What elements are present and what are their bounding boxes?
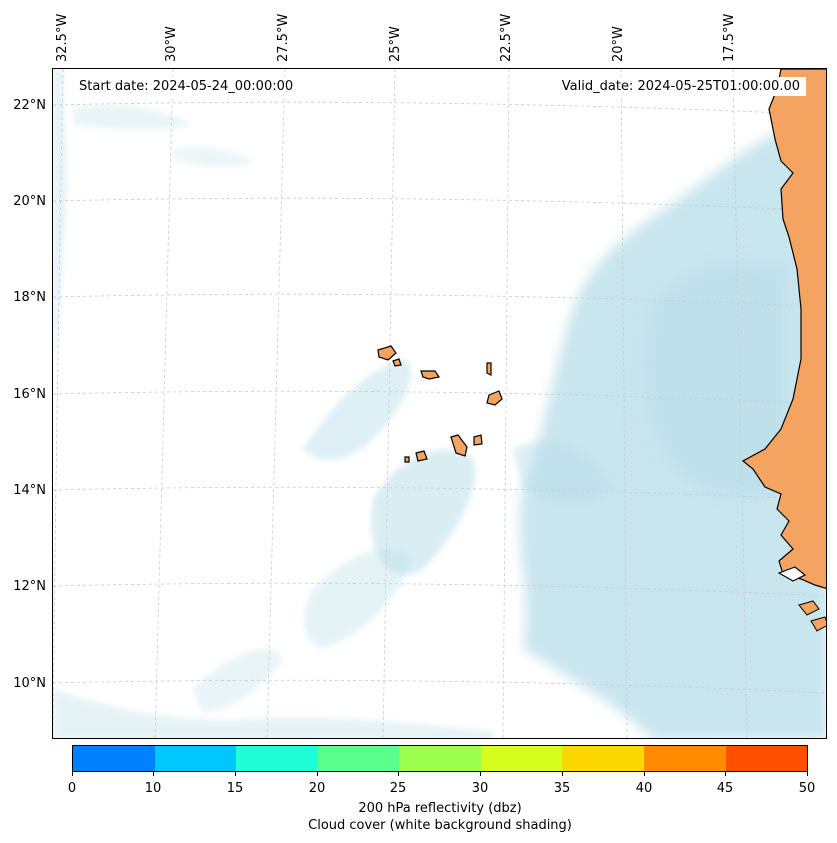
- colorbar-segment-25-30: [399, 746, 481, 771]
- africa-inlet: [777, 566, 807, 582]
- colorbar-segment-30-35: [480, 746, 563, 771]
- colorbar-segment-0-10: [73, 746, 155, 771]
- colorbar-segment-40-45: [643, 746, 726, 771]
- colorbar-label-reflectivity: 200 hPa reflectivity (dbz): [358, 801, 522, 816]
- colorbar-segment-20-25: [317, 746, 400, 771]
- lon-label-32-5w: 32.5°W: [55, 13, 70, 62]
- colorbar-tick-10: 10: [144, 781, 162, 796]
- colorbar-tick-40: 40: [635, 781, 653, 796]
- lon-label-30w: 30°W: [164, 26, 179, 62]
- start-date-label: Start date: 2024-05-24_00:00:00: [73, 77, 300, 96]
- graticule-lines: [53, 69, 826, 738]
- colorbar-tickmark: [235, 772, 236, 776]
- colorbar-tick-25: 25: [389, 781, 407, 796]
- colorbar-tick-35: 35: [553, 781, 571, 796]
- lat-label-14n: 14°N: [13, 483, 46, 498]
- reflectivity-colorbar: [72, 745, 808, 772]
- colorbar-tick-15: 15: [226, 781, 244, 796]
- cape-verde-islands: [377, 345, 503, 463]
- colorbar-tickmark: [562, 772, 563, 776]
- colorbar-tick-20: 20: [308, 781, 326, 796]
- lon-label-20w: 20°W: [611, 26, 626, 62]
- lat-label-12n: 12°N: [13, 579, 46, 594]
- lat-label-22n: 22°N: [13, 98, 46, 113]
- colorbar-tickmark: [644, 772, 645, 776]
- lon-label-27-5w: 27.5°W: [276, 13, 291, 62]
- lat-label-20n: 20°N: [13, 194, 46, 209]
- colorbar-tickmark: [480, 772, 481, 776]
- colorbar-segment-45-50: [725, 746, 808, 771]
- colorbar-label-cloud-cover: Cloud cover (white background shading): [308, 818, 572, 833]
- colorbar-tickmark: [807, 772, 808, 776]
- colorbar-tickmark: [725, 772, 726, 776]
- colorbar-tickmark: [72, 772, 73, 776]
- map-canvas: [53, 69, 826, 738]
- cloud-cover-shading: [53, 69, 826, 738]
- colorbar-tickmark: [317, 772, 318, 776]
- colorbar-tick-50: 50: [798, 781, 816, 796]
- colorbar-tick-45: 45: [716, 781, 734, 796]
- lat-label-10n: 10°N: [13, 676, 46, 691]
- lon-label-17-5w: 17.5°W: [722, 13, 737, 62]
- lat-label-18n: 18°N: [13, 290, 46, 305]
- colorbar-segment-35-40: [562, 746, 644, 771]
- lat-label-16n: 16°N: [13, 387, 46, 402]
- valid-date-label: Valid_date: 2024-05-25T01:00:00.00: [555, 77, 806, 96]
- colorbar-tickmark: [153, 772, 154, 776]
- colorbar-tick-30: 30: [471, 781, 489, 796]
- colorbar-segment-15-20: [236, 746, 318, 771]
- lon-label-22-5w: 22.5°W: [499, 13, 514, 62]
- lon-label-25w: 25°W: [388, 26, 403, 62]
- colorbar-tick-0: 0: [67, 781, 77, 796]
- colorbar-segment-10-15: [154, 746, 237, 771]
- colorbar-tickmark: [398, 772, 399, 776]
- guinea-bissau-islands: [798, 600, 826, 632]
- map-panel: Start date: 2024-05-24_00:00:00 Valid_da…: [52, 68, 827, 739]
